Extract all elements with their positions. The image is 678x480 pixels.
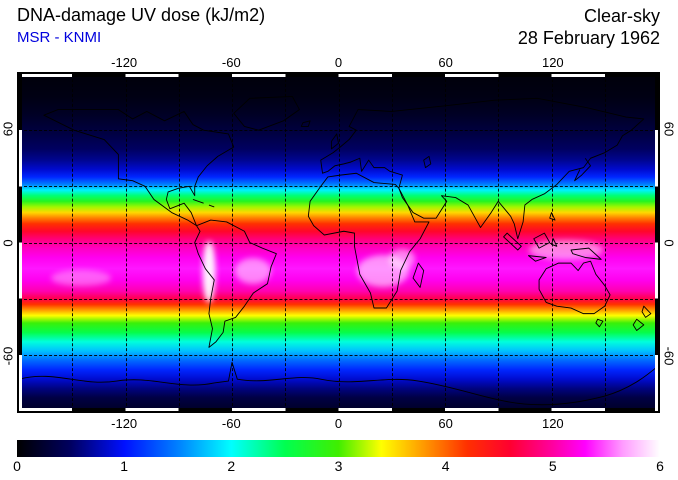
lon-tick-label-top: 120: [541, 55, 564, 70]
uv-hotspot: [202, 241, 216, 304]
coastline-path: [320, 97, 645, 240]
uv-hotspot: [235, 257, 272, 284]
colorbar: [17, 440, 660, 457]
colorbar-tick-label: 3: [334, 458, 343, 474]
uv-hotspot: [389, 249, 416, 270]
coastline-path: [194, 219, 277, 348]
coastline-path: [632, 318, 645, 331]
lat-tick-label-left: 60: [0, 121, 16, 137]
colorbar-tick-label: 2: [227, 458, 236, 474]
colorbar-tick-label: 0: [13, 458, 21, 474]
date-label: 28 February 1962: [517, 28, 660, 48]
coastline-path: [533, 232, 551, 249]
frame-band-right: [655, 74, 658, 411]
coastline-path: [538, 260, 611, 315]
lon-tick-label-top: -60: [221, 55, 241, 70]
coastline-path: [300, 120, 311, 127]
coastline-path: [330, 133, 339, 150]
lon-tick-label-top: 0: [334, 55, 343, 70]
lat-tick-label-right: 60: [661, 121, 677, 137]
dataset-label: MSR - KNMI: [17, 29, 102, 46]
lon-tick-label-top: -120: [111, 55, 138, 70]
colorbar-tick-label: 6: [656, 458, 664, 474]
lon-tick-label-bottom: 0: [334, 416, 343, 431]
lat-tick-label-right: 0: [661, 238, 677, 247]
colorbar-tick-label: 4: [441, 458, 450, 474]
lon-tick-label-bottom: 60: [438, 416, 453, 431]
colorbar-tick-label: 1: [120, 458, 129, 474]
parallel-gridline: [19, 298, 658, 300]
coastline-path: [19, 361, 658, 406]
lat-tick-label-left: 0: [0, 238, 16, 247]
colorbar-tick-label: 5: [548, 458, 557, 474]
parallel-gridline: [19, 242, 658, 244]
figure-title: DNA-damage UV dose (kJ/m2): [17, 5, 266, 25]
coastline-path: [595, 318, 604, 328]
lon-tick-label-top: 60: [438, 55, 453, 70]
coastline-path: [423, 155, 432, 169]
parallel-gridline: [19, 130, 658, 132]
coastline-path: [412, 262, 425, 288]
lat-tick-label-right: -60: [661, 346, 677, 366]
lon-tick-label-bottom: -60: [221, 416, 241, 431]
lon-tick-label-bottom: -120: [111, 416, 138, 431]
coastline-path: [527, 255, 547, 262]
sky-condition-label: Clear-sky: [583, 6, 660, 26]
coastline-path: [503, 232, 522, 251]
parallel-gridline: [19, 186, 658, 188]
frame-band-top: [19, 74, 658, 77]
coastline-path: [192, 198, 215, 208]
coastline-path: [570, 247, 602, 260]
uv-hotspot: [528, 239, 603, 260]
frame-band-left: [19, 74, 22, 411]
world-map: [17, 72, 660, 413]
figure-subtitles: Clear-sky 28 February 1962: [518, 5, 660, 49]
coastline-path: [574, 157, 591, 182]
coastline-path: [233, 95, 300, 131]
frame-band-bottom: [19, 408, 658, 411]
coastline-path: [307, 172, 430, 309]
coastline-path: [641, 305, 652, 318]
lon-tick-label-bottom: 120: [541, 416, 564, 431]
uv-hotspot: [51, 270, 112, 287]
parallel-gridline: [19, 354, 658, 356]
lat-tick-label-left: -60: [0, 346, 16, 366]
